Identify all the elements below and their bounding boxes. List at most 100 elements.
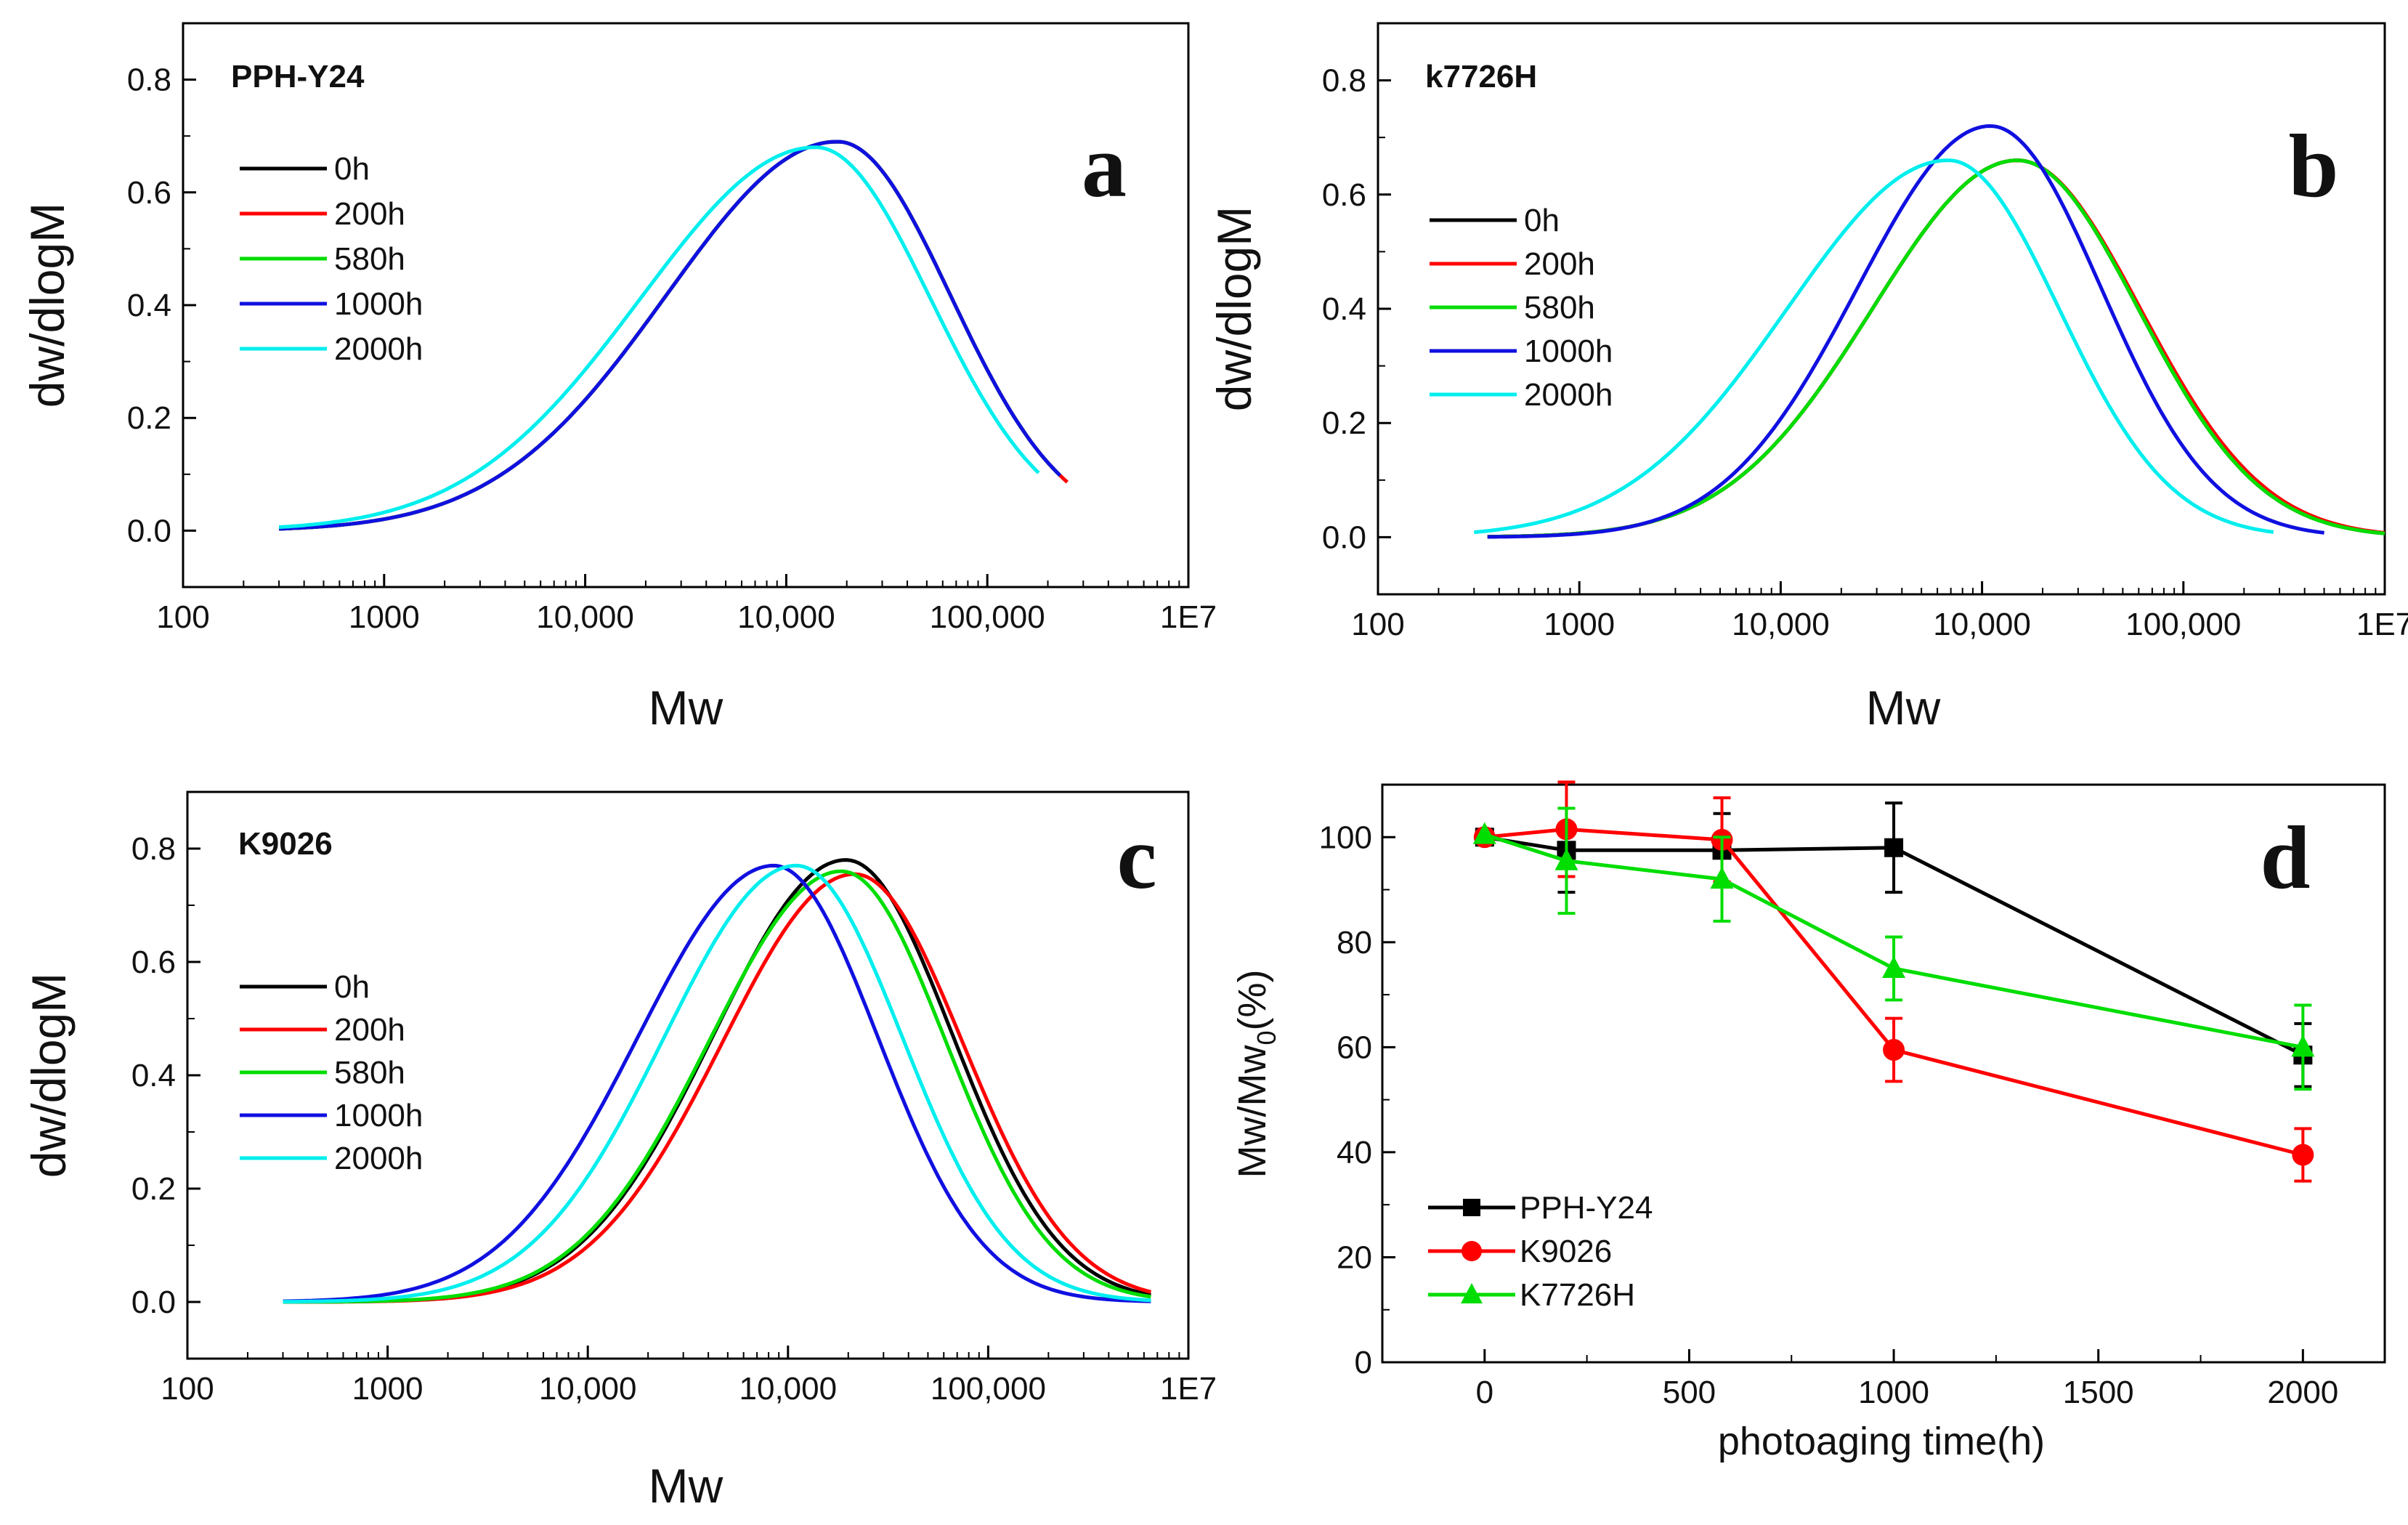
legend-label: 580h [334,1055,405,1091]
sample-label: k7726H [1425,59,1537,94]
legend-label: 0h [334,151,370,187]
x-axis-label: photoaging time(h) [1718,1420,2045,1463]
y-tick-label: 0.8 [1322,63,1366,99]
y-tick-label: 0.2 [127,400,171,436]
y-tick-label: 0.4 [1322,291,1366,327]
y-tick-label: 0.2 [1322,405,1366,441]
series-line-1000h [279,139,1062,531]
panel-d: 0 500 1000 1500 2000 0 20 40 60 80 100 photoaging t… [1231,780,2386,1463]
x-tick-label: 100,000 [931,1371,1046,1407]
x-tick-label: 100,000 [2125,607,2241,642]
data-point [2291,1035,2315,1057]
legend-label: K7726H [1520,1277,1635,1313]
y-tick-label: 0.6 [1322,177,1366,213]
y-tick-label: 100 [1319,820,1372,855]
legend-label: 200h [334,196,405,232]
y-tick-label: 0.6 [127,175,171,211]
sample-label: K9026 [238,826,333,862]
legend-label: 200h [334,1012,405,1048]
x-tick-label: 500 [1663,1375,1716,1410]
y-axis-label-subscript: 0 [1252,1030,1281,1045]
x-axis-label: Mw [1866,681,1941,735]
x-tick-label: 100 [1351,607,1404,642]
legend-label: 200h [1524,246,1595,282]
x-tick-label: 10,000 [536,599,634,635]
panel-a: 100 1000 10,000 10,000 100,000 1E7 0.0 0.2 0.4 0.… [20,22,1217,735]
series-line-2000h [278,145,1040,530]
x-axis-label: Mw [649,1459,723,1513]
data-point [1463,1199,1480,1216]
x-tick-label: 10,000 [539,1371,637,1407]
x-tick-label: 1000 [1544,607,1615,642]
x-tick-label: 1000 [1858,1375,1929,1410]
panel-letter: a [1082,116,1127,216]
data-point [1882,955,1906,978]
y-tick-label: 80 [1337,925,1372,960]
legend-label: 0h [334,969,370,1005]
plot-frame [1381,783,2386,1364]
data-point [1461,1283,1483,1303]
y-axis-label: Mw/Mw0(%) [1231,970,1281,1178]
x-tick-label: 1E7 [2356,607,2408,642]
legend-label: 2000h [334,331,423,367]
panel-letter: b [2289,116,2339,216]
y-axis-label: dw/dlogM [1207,206,1261,411]
panel-letter: c [1116,808,1156,907]
legend-label: 1000h [334,286,423,322]
legend-label: PPH-Y24 [1520,1190,1653,1226]
series-line-580h [1487,158,2385,539]
x-tick-label: 100 [156,599,209,635]
y-axis-label: dw/dlogM [22,973,76,1178]
x-tick-label: 0 [1476,1375,1493,1410]
y-tick-label: 0.6 [131,944,176,980]
x-tick-label: 1000 [349,599,420,635]
series-K7726H [1472,806,2315,1091]
legend-label: 580h [334,241,405,277]
series-line-580h [283,869,1151,1304]
legend-label: 2000h [1524,377,1613,413]
x-tick-label: 2000 [2267,1375,2338,1410]
legend-label: 2000h [334,1141,423,1176]
series-line-1000h [283,863,1151,1303]
data-point [1710,867,1734,889]
x-tick-label: 10,000 [737,599,835,635]
series-line-0h [283,858,1151,1304]
x-tick-label: 100 [161,1371,214,1407]
data-point [1472,822,1496,844]
y-tick-label: 20 [1337,1239,1372,1275]
series-line-2000h [1474,158,2274,535]
y-tick-label: 0.0 [1322,519,1366,555]
x-tick-label: 10,000 [1732,607,1830,642]
x-tick-label: 1E7 [1160,1371,1217,1407]
x-tick-label: 1000 [352,1371,423,1407]
legend-label: K9026 [1520,1234,1612,1269]
data-point [2292,1144,2314,1166]
panel-c: 100 1000 10,000 10,000 100,000 1E7 0.0 0.2 0.4 0.… [22,790,1217,1513]
legend: PPH-Y24 K9026 K7726H [1428,1190,1653,1313]
data-point [1554,848,1578,870]
x-tick-label: 1E7 [1160,599,1217,635]
legend-label: 580h [1524,290,1595,325]
data-point [1884,838,1904,857]
sample-label: PPH-Y24 [231,59,365,94]
y-tick-label: 0.8 [131,831,176,867]
legend: 0h 200h 580h 1000h 2000h [240,151,423,367]
x-tick-label: 1500 [2063,1375,2134,1410]
data-point [1462,1241,1482,1261]
y-tick-label: 40 [1337,1135,1372,1170]
panel-b: 100 1000 10,000 10,000 100,000 1E7 0.0 0.2 0.4 0.… [1207,22,2408,735]
y-tick-label: 0.0 [131,1285,176,1320]
data-point [1883,1038,1905,1061]
legend: 0h 200h 580h 1000h 2000h [1430,203,1613,413]
x-tick-label: 10,000 [739,1371,838,1407]
x-tick-label: 100,000 [930,599,1045,635]
y-tick-label: 0.4 [127,288,171,323]
y-axis-label-tail: (%) [1231,970,1274,1031]
legend-label: 0h [1524,203,1560,238]
y-axis-label: dw/dlogM [20,203,74,408]
y-tick-label: 0 [1355,1345,1372,1380]
legend: 0h 200h 580h 1000h 2000h [240,969,423,1176]
panel-letter: d [2261,808,2311,907]
series-line-1000h [1487,124,2324,539]
y-tick-label: 0.2 [131,1171,176,1207]
